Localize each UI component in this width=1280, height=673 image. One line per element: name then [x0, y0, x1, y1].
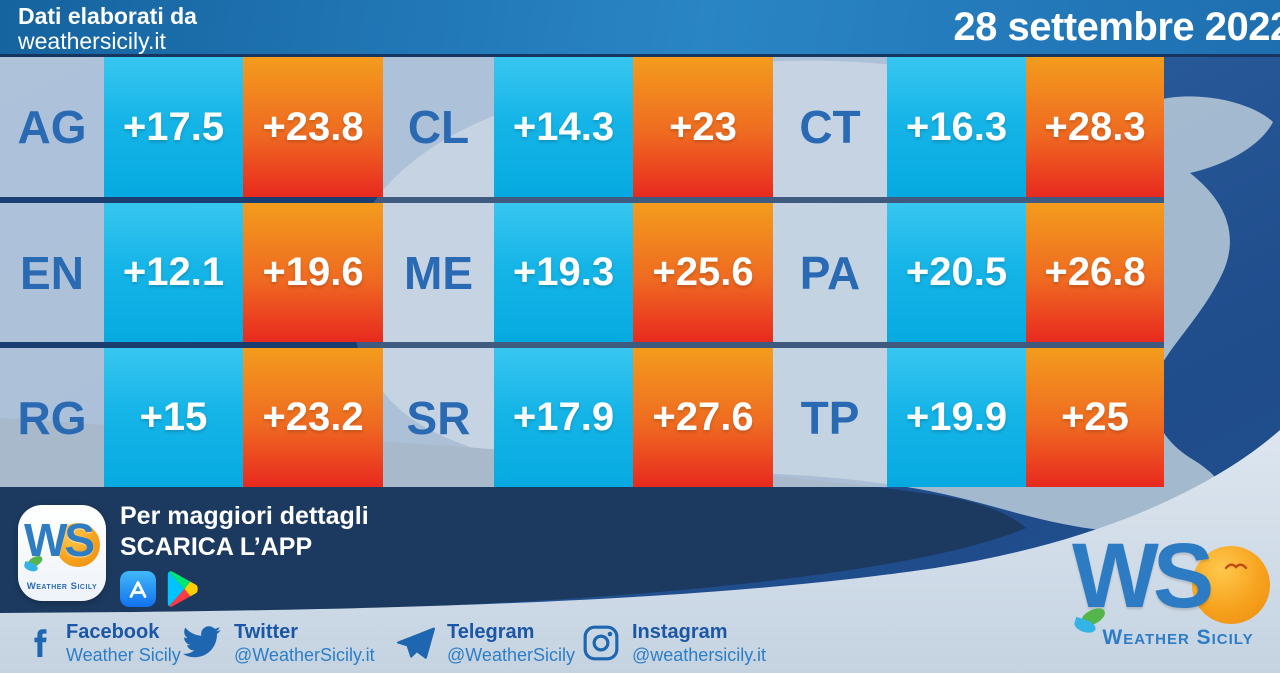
province-label: CT: [773, 57, 887, 197]
social-telegram[interactable]: Telegram @WeatherSicily: [395, 620, 575, 666]
province-label: PA: [773, 203, 887, 342]
date-clipped-digit: 2: [1270, 5, 1280, 50]
province-label: ME: [383, 203, 494, 342]
app-promo: Per maggiori dettagli SCARICA L’APP: [120, 501, 369, 608]
table-row: RG +15 +23.2 SR +17.9 +27.6 TP +19.9 +25: [0, 348, 1164, 487]
social-handle: @WeatherSicily.it: [234, 645, 375, 665]
sun-icon: [1192, 546, 1270, 624]
logo-caption: Weather Sicily: [1102, 626, 1254, 649]
social-twitter[interactable]: Twitter @WeatherSicily.it: [180, 620, 375, 666]
credit-line2: weathersicily.it: [18, 28, 166, 54]
ws-app-icon: WS Weather Sicily: [18, 505, 106, 601]
province-label: SR: [383, 348, 494, 487]
province-label: EN: [0, 203, 104, 342]
min-temp: +19.3: [494, 203, 633, 342]
max-temp: +26.8: [1026, 203, 1164, 342]
province-label: AG: [0, 57, 104, 197]
min-temp: +14.3: [494, 57, 633, 197]
max-temp: +19.6: [243, 203, 383, 342]
social-handle: Weather Sicily: [66, 645, 181, 665]
header-bar: Dati elaborati da weathersicily.it 28 se…: [0, 0, 1280, 57]
min-temp: +19.9: [887, 348, 1026, 487]
social-handle: @weathersicily.it: [632, 645, 766, 665]
app-store-icon[interactable]: [120, 571, 156, 607]
date: 28 settembre 202 2: [953, 0, 1280, 54]
promo-line2: SCARICA L’APP: [120, 533, 313, 561]
min-temp: +20.5: [887, 203, 1026, 342]
social-handle: @WeatherSicily: [447, 645, 575, 665]
social-facebook[interactable]: Facebook Weather Sicily: [28, 620, 181, 666]
social-instagram[interactable]: Instagram @weathersicily.it: [582, 620, 766, 666]
date-text: 28 settembre 202: [953, 4, 1270, 49]
table-row: EN +12.1 +19.6 ME +19.3 +25.6 PA +20.5 +…: [0, 203, 1164, 342]
row-separator: [0, 342, 1164, 348]
data-credit: Dati elaborati da weathersicily.it: [18, 4, 197, 54]
promo-line1: Per maggiori dettagli: [120, 502, 369, 530]
province-label: CL: [383, 57, 494, 197]
min-temp: +17.5: [104, 57, 243, 197]
min-temp: +16.3: [887, 57, 1026, 197]
row-separator: [0, 197, 1164, 203]
max-temp: +25.6: [633, 203, 773, 342]
max-temp: +23.8: [243, 57, 383, 197]
table-row: AG +17.5 +23.8 CL +14.3 +23 CT +16.3 +28…: [0, 57, 1164, 197]
social-name: Telegram: [447, 621, 535, 643]
google-play-icon[interactable]: [164, 570, 202, 608]
min-temp: +17.9: [494, 348, 633, 487]
province-label: RG: [0, 348, 104, 487]
social-name: Twitter: [234, 621, 299, 643]
facebook-icon: [34, 629, 47, 657]
birds-icon: [1224, 563, 1248, 570]
twitter-icon: [182, 626, 221, 658]
min-temp: +12.1: [104, 203, 243, 342]
credit-line1: Dati elaborati da: [18, 3, 197, 29]
max-temp: +23.2: [243, 348, 383, 487]
instagram-icon: [583, 625, 619, 661]
ws-logo: WS Weather Sicily: [1072, 525, 1274, 660]
max-temp: +28.3: [1026, 57, 1164, 197]
max-temp: +23: [633, 57, 773, 197]
telegram-icon: [396, 627, 435, 659]
min-temp: +15: [104, 348, 243, 487]
social-name: Instagram: [632, 621, 728, 643]
province-label: TP: [773, 348, 887, 487]
sun-icon: [56, 523, 100, 567]
app-icon-caption: Weather Sicily: [26, 581, 98, 592]
social-name: Facebook: [66, 621, 160, 643]
light-sweep-footer: [0, 430, 1280, 673]
max-temp: +25: [1026, 348, 1164, 487]
max-temp: +27.6: [633, 348, 773, 487]
